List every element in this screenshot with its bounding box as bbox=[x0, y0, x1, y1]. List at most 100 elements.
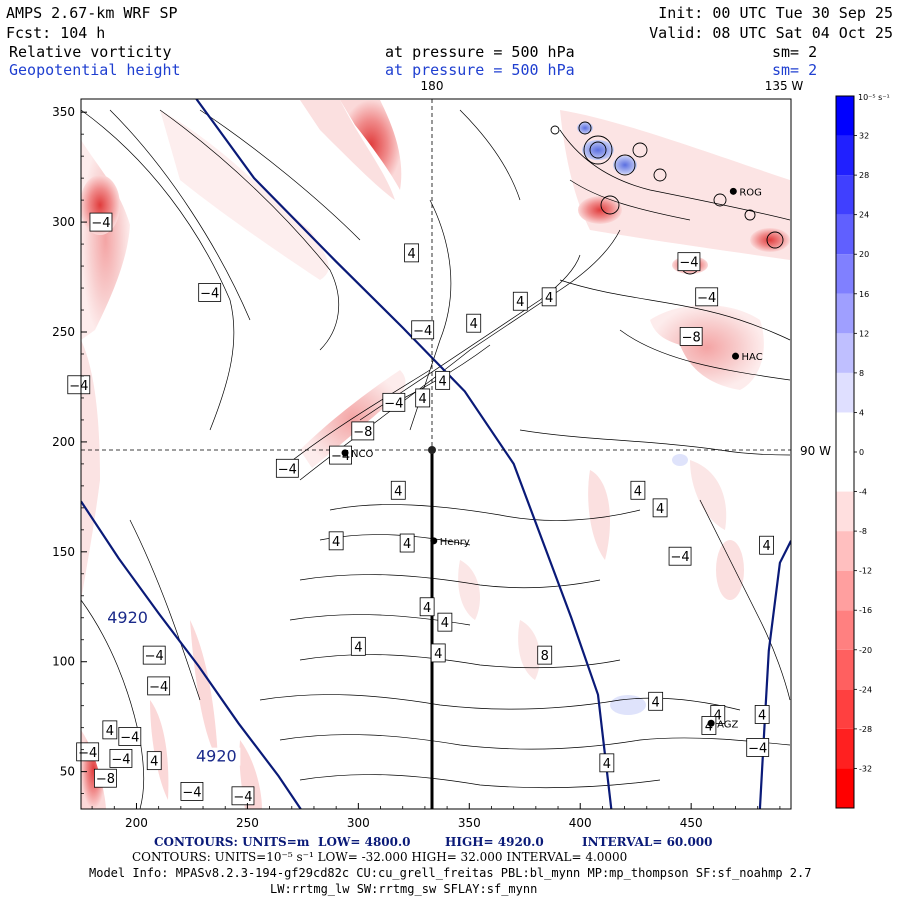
vorticity-contour-label: −4 bbox=[233, 790, 252, 805]
meridian-135w-label: 135 W bbox=[765, 79, 804, 93]
station-label-hac: HAC bbox=[742, 352, 763, 363]
conv-ring bbox=[600, 195, 620, 215]
colorbar-tick-label: -32 bbox=[859, 764, 872, 773]
shade-mid-right-1 bbox=[588, 470, 610, 560]
footer-model-info: Model Info: MPASv8.2.3-194-gf29cd82c CU:… bbox=[89, 866, 811, 880]
colorbar-tick-label: -4 bbox=[859, 488, 867, 497]
vorticity-contour-label: 4 bbox=[634, 484, 642, 499]
vorticity-label-box bbox=[435, 370, 451, 390]
shade-upper-left bbox=[160, 110, 329, 280]
colorbar-tick-label: 8 bbox=[859, 369, 864, 378]
field1-name: Relative vorticity bbox=[9, 43, 172, 61]
shade-right-upper bbox=[560, 110, 790, 260]
station-dot bbox=[430, 537, 438, 545]
colorbar-bin bbox=[836, 214, 854, 255]
y-tick-label: 200 bbox=[52, 435, 75, 449]
vorticity-label-box bbox=[759, 535, 774, 555]
colorbar-bin bbox=[836, 689, 854, 729]
vorticity-contour-label: −4 bbox=[182, 785, 201, 800]
colorbar-tick-label: -12 bbox=[859, 567, 872, 576]
vorticity-label-box bbox=[146, 751, 162, 771]
station-label-nco: NCO bbox=[351, 449, 373, 460]
vorticity-label-box bbox=[102, 720, 118, 740]
field1-smoothing: sm= 2 bbox=[772, 43, 817, 61]
vorticity-contour-label: −4 bbox=[69, 379, 88, 394]
conv-ring bbox=[766, 231, 784, 249]
station-markers: NCO Henry HAC ROG AGZ bbox=[341, 187, 763, 730]
vorticity-contour-label: 4 bbox=[150, 755, 158, 770]
colorbar-tick-label: -8 bbox=[859, 527, 867, 536]
vorticity-contour-label: 4 bbox=[758, 708, 766, 723]
vorticity-contour-label: −4 bbox=[670, 550, 689, 565]
vorticity-contour-label: 4 bbox=[403, 537, 411, 552]
vorticity-contour-label: 4 bbox=[439, 374, 447, 389]
vorticity-label-box bbox=[512, 291, 528, 311]
colorbar-bin bbox=[836, 531, 854, 571]
conv-ring bbox=[614, 154, 636, 176]
footer-vorticity-contours: CONTOURS: UNITS=10⁻⁵ s⁻¹ LOW= -32.000 HI… bbox=[132, 850, 627, 864]
field2-pressure: at pressure = 500 hPa bbox=[385, 61, 575, 79]
x-tick-label: 350 bbox=[458, 816, 481, 830]
vorticity-contour-label: 4 bbox=[705, 719, 713, 734]
colorbar-bin bbox=[836, 728, 854, 769]
vorticity-label-box bbox=[180, 782, 204, 801]
conv-ring bbox=[744, 209, 756, 221]
model-title: AMPS 2.67-km WRF SP bbox=[6, 4, 178, 22]
vorticity-contour-label: 4 bbox=[354, 640, 362, 655]
vorticity-label-box bbox=[147, 676, 171, 696]
shade-hac-blob bbox=[650, 305, 764, 390]
vorticity-label-box bbox=[198, 283, 222, 302]
station-dot bbox=[732, 352, 740, 360]
vorticity-label-box bbox=[437, 612, 453, 632]
conv-ring bbox=[589, 141, 607, 159]
vorticity-contour-label: 8 bbox=[541, 649, 549, 664]
conv-ring bbox=[713, 193, 727, 207]
shade-right-red-core bbox=[578, 196, 622, 224]
vorticity-contour-label: −8 bbox=[682, 330, 701, 345]
shade-mid-right-3 bbox=[716, 540, 744, 600]
vorticity-label-box bbox=[118, 727, 142, 746]
vort-contour bbox=[359, 254, 581, 421]
vort-contour bbox=[559, 279, 791, 341]
vorticity-label-box bbox=[109, 749, 133, 768]
conv-ring bbox=[632, 142, 648, 158]
height-contour-label: 4920 bbox=[107, 608, 148, 627]
vorticity-label-box bbox=[652, 498, 668, 518]
vorticity-label-box bbox=[404, 243, 419, 263]
vorticity-contour-label: −4 bbox=[145, 649, 164, 664]
field1-pressure: at pressure = 500 hPa bbox=[385, 43, 575, 61]
init-time: Init: 00 UTC Tue 30 Sep 25 bbox=[658, 4, 893, 22]
vort-contour bbox=[279, 734, 791, 750]
vorticity-label-box bbox=[350, 636, 366, 656]
vorticity-contour-label: −8 bbox=[96, 772, 115, 787]
colorbar-bin bbox=[836, 570, 854, 611]
vort-contour bbox=[569, 179, 691, 221]
x-tick-label: 200 bbox=[125, 816, 148, 830]
x-tick-label: 400 bbox=[569, 816, 592, 830]
vorticity-label-box bbox=[231, 786, 255, 806]
south-pole-marker bbox=[428, 446, 436, 454]
footer: CONTOURS: UNITS=m LOW= 4800.0 HIGH= 4920… bbox=[89, 835, 811, 896]
vorticity-label-box bbox=[328, 531, 344, 551]
colorbar-tick-label: 24 bbox=[859, 211, 869, 220]
vorticity-contour-label: −4 bbox=[200, 286, 219, 301]
x-tick-label: 250 bbox=[236, 816, 259, 830]
vorticity-contour-label: −4 bbox=[111, 752, 130, 767]
y-tick-label: 350 bbox=[52, 105, 75, 119]
vorticity-contour-label: 4 bbox=[419, 392, 427, 407]
shade-blue-patch-2 bbox=[672, 454, 688, 466]
colorbar-tick-label: 0 bbox=[859, 448, 864, 457]
vorticity-contour-label: −4 bbox=[91, 216, 110, 231]
vort-contour bbox=[619, 329, 791, 381]
vorticity-contour-label: 4 bbox=[394, 484, 402, 499]
footer-height-high: HIGH= 4920.0 bbox=[445, 835, 544, 849]
station-label-henry: Henry bbox=[440, 537, 470, 548]
valid-time: Valid: 08 UTC Sat 04 Oct 25 bbox=[649, 24, 893, 42]
shade-top-streak bbox=[340, 100, 402, 190]
shade-diagonal-band bbox=[300, 370, 406, 468]
footer-radiation-info: LW:rrtmg_lw SW:rrtmg_sw SFLAY:sf_mynn bbox=[270, 882, 537, 896]
colorbar-bin bbox=[836, 333, 854, 373]
station-dot bbox=[707, 719, 715, 727]
colorbar-bin bbox=[836, 412, 854, 452]
